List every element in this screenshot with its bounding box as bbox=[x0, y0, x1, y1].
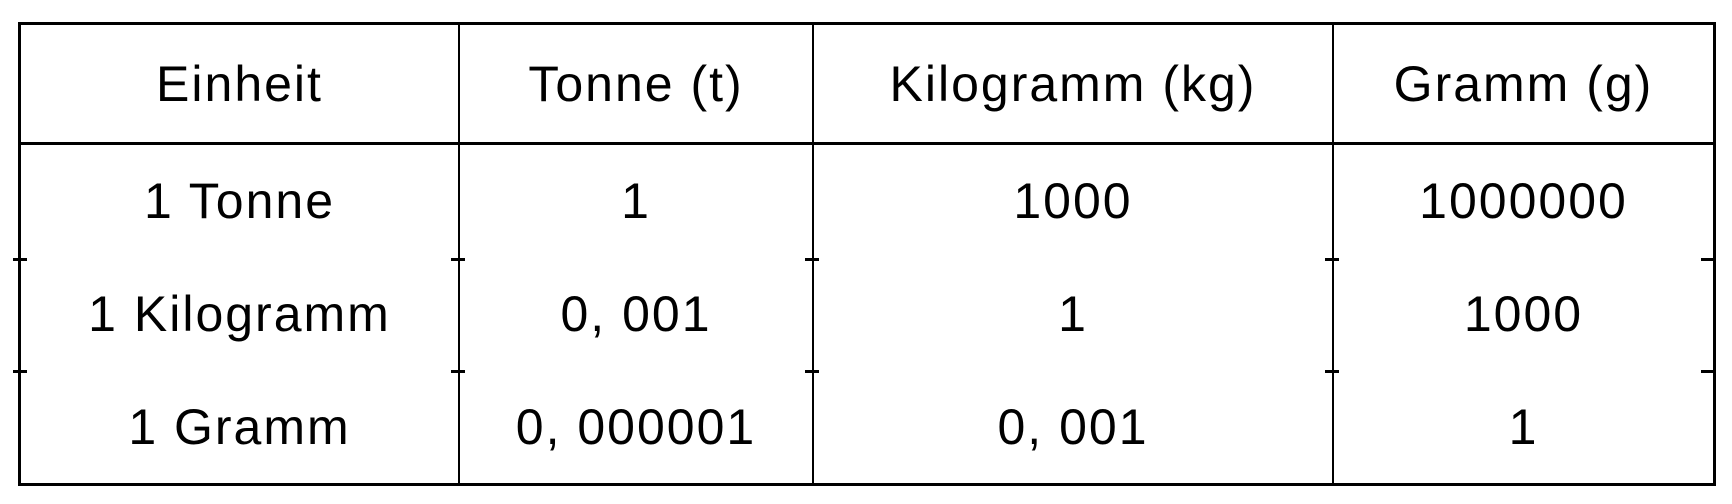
row-divider-tick bbox=[1325, 370, 1339, 373]
row-divider-tick bbox=[805, 258, 819, 261]
unit-conversion-table: Einheit Tonne (t) Kilogramm (kg) Gramm (… bbox=[18, 22, 1716, 486]
row-label-cell: 1 Gramm bbox=[128, 398, 351, 455]
row-divider-tick bbox=[1325, 258, 1339, 261]
header-cell-einheit: Einheit bbox=[21, 25, 458, 145]
row-divider-tick bbox=[805, 370, 819, 373]
value-cell: 0, 000001 bbox=[458, 370, 812, 483]
value-cell: 0, 001 bbox=[812, 370, 1332, 483]
value-cell: 0, 001 bbox=[458, 257, 812, 371]
row-label-cell: 1 Kilogramm bbox=[88, 285, 391, 342]
row-divider-tick bbox=[13, 258, 27, 261]
value-cell: 1 bbox=[458, 145, 812, 258]
row-divider-tick bbox=[451, 370, 465, 373]
row-divider-tick bbox=[1701, 370, 1715, 373]
row-divider-tick bbox=[451, 258, 465, 261]
value-cell: 1000000 bbox=[1332, 145, 1713, 258]
value-cell: 1000 bbox=[812, 145, 1332, 258]
row-label-cell: 1 Tonne bbox=[143, 173, 336, 230]
header-cell-gramm: Gramm (g) bbox=[1332, 25, 1713, 145]
header-cell-kilogramm: Kilogramm (kg) bbox=[812, 25, 1332, 145]
value-cell: 1 bbox=[1332, 370, 1713, 483]
row-divider-tick bbox=[1701, 258, 1715, 261]
value-cell: 1 bbox=[812, 257, 1332, 371]
row-divider-tick bbox=[13, 370, 27, 373]
header-cell-tonne: Tonne (t) bbox=[458, 25, 812, 145]
value-cell: 1000 bbox=[1332, 257, 1713, 371]
